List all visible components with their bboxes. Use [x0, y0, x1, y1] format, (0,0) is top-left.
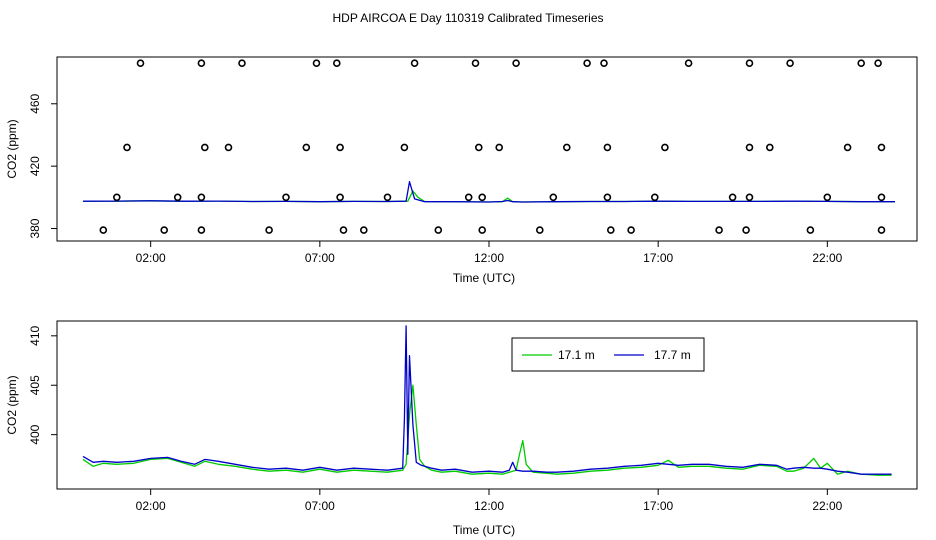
calibration-point	[786, 59, 794, 68]
calibration-point	[742, 226, 750, 234]
bottom-x-axis: 02:00 07:00 12:00 17:00 22:00	[136, 489, 843, 513]
calibration-point	[339, 226, 348, 234]
calibration-point	[562, 143, 571, 152]
calibration-point	[197, 193, 206, 202]
calibration-point	[857, 59, 866, 68]
series-line-1-1	[82, 325, 892, 475]
top-plot-frame	[56, 56, 918, 242]
calibration-point	[765, 143, 774, 152]
x-tick-label-22: 22:00	[812, 499, 842, 513]
calibration-point	[661, 143, 669, 152]
calibration-point	[745, 143, 754, 152]
calibration-point	[627, 226, 635, 234]
top-x-axis: 02:00 07:00 12:00 17:00 22:00	[136, 241, 843, 265]
top-y-axis-label: CO2 (ppm)	[5, 119, 19, 178]
calibration-point	[806, 226, 815, 234]
y-tick-label-400: 400	[28, 424, 42, 444]
top-x-axis-label: Time (UTC)	[453, 271, 515, 285]
calibration-point	[332, 59, 341, 68]
calibration-point	[282, 193, 290, 202]
calibration-point	[495, 143, 504, 152]
calibration-point	[877, 193, 886, 202]
bottom-series-group	[82, 325, 892, 476]
x-tick-label-2: 02:00	[136, 251, 166, 265]
calibration-point	[843, 143, 852, 152]
y-tick-label-405: 405	[28, 375, 42, 395]
calibration-point	[471, 59, 480, 68]
calibration-point	[583, 59, 591, 68]
y-tick-label-420: 420	[28, 156, 42, 176]
calibration-point	[400, 143, 409, 152]
calibration-point	[123, 143, 131, 152]
bottom-y-axis-label: CO2 (ppm)	[5, 375, 19, 434]
calibration-point	[434, 226, 443, 234]
series-line-1-0	[82, 384, 892, 476]
calibration-point	[197, 226, 206, 234]
calibration-point	[136, 59, 145, 68]
calibration-point	[549, 193, 558, 202]
x-tick-label-12: 12:00	[474, 499, 504, 513]
calibration-point	[478, 226, 487, 234]
calibration-point	[99, 226, 108, 234]
calibration-point	[224, 143, 233, 152]
calibration-point	[650, 193, 659, 202]
x-tick-label-12: 12:00	[474, 251, 504, 265]
calibration-point	[238, 59, 246, 68]
calibration-point	[359, 226, 368, 234]
calibration-point	[512, 59, 520, 68]
calibration-point	[265, 226, 273, 234]
calibration-point	[197, 59, 206, 68]
legend-label-17-7m: 17.7 m	[654, 348, 691, 362]
figure-title: HDP AIRCOA E Day 110319 Calibrated Times…	[332, 11, 603, 25]
calibration-point	[160, 226, 168, 234]
x-tick-label-22: 22:00	[812, 251, 842, 265]
calibration-point	[302, 143, 311, 152]
legend-label-17-1m: 17.1 m	[558, 348, 595, 362]
calibration-point	[336, 143, 344, 152]
calibration-point	[474, 143, 483, 152]
x-tick-label-2: 02:00	[136, 499, 166, 513]
y-tick-label-410: 410	[28, 325, 42, 345]
calibration-point	[603, 193, 612, 202]
bottom-plot-frame	[56, 320, 918, 490]
calibration-point	[603, 143, 612, 152]
calibration-point	[684, 59, 693, 68]
x-tick-label-7: 07:00	[305, 251, 335, 265]
calibration-point	[874, 59, 882, 68]
calibration-point	[715, 226, 723, 234]
top-panel: 380 420 460 02:00 07:00 12:00 17:00 22:00 Time…	[5, 56, 918, 285]
calibration-point	[464, 193, 473, 202]
calibration-point	[410, 59, 419, 68]
top-y-axis: 380 420 460	[28, 93, 57, 239]
calibration-point	[478, 193, 487, 202]
calibration-point	[745, 59, 754, 68]
x-tick-label-17: 17:00	[643, 251, 673, 265]
calibration-point	[600, 59, 608, 68]
y-tick-label-460: 460	[28, 93, 42, 113]
y-tick-label-380: 380	[28, 218, 42, 238]
series-line-0-1	[82, 181, 895, 203]
calibration-point	[823, 193, 832, 202]
calibration-point	[312, 59, 321, 68]
calibration-point	[113, 193, 121, 202]
calibration-point	[877, 143, 886, 152]
legend: 17.1 m 17.7 m	[511, 337, 705, 372]
top-calibration-points	[99, 59, 886, 234]
calibration-point	[728, 193, 737, 202]
calibration-point	[535, 226, 544, 234]
calibration-point	[201, 143, 209, 152]
bottom-x-axis-label: Time (UTC)	[453, 523, 515, 537]
calibration-point	[877, 226, 886, 234]
calibration-point	[606, 226, 615, 234]
calibration-point	[336, 193, 344, 202]
calibration-point	[745, 193, 754, 202]
bottom-y-axis: 400 405 410	[28, 325, 57, 445]
top-series-group	[82, 181, 895, 203]
calibration-point	[173, 193, 182, 202]
calibration-point	[383, 193, 392, 202]
x-tick-label-7: 07:00	[305, 499, 335, 513]
bottom-panel: 400 405 410 02:00 07:00 12:00 17:00 22:00 Time…	[5, 320, 918, 537]
x-tick-label-17: 17:00	[643, 499, 673, 513]
